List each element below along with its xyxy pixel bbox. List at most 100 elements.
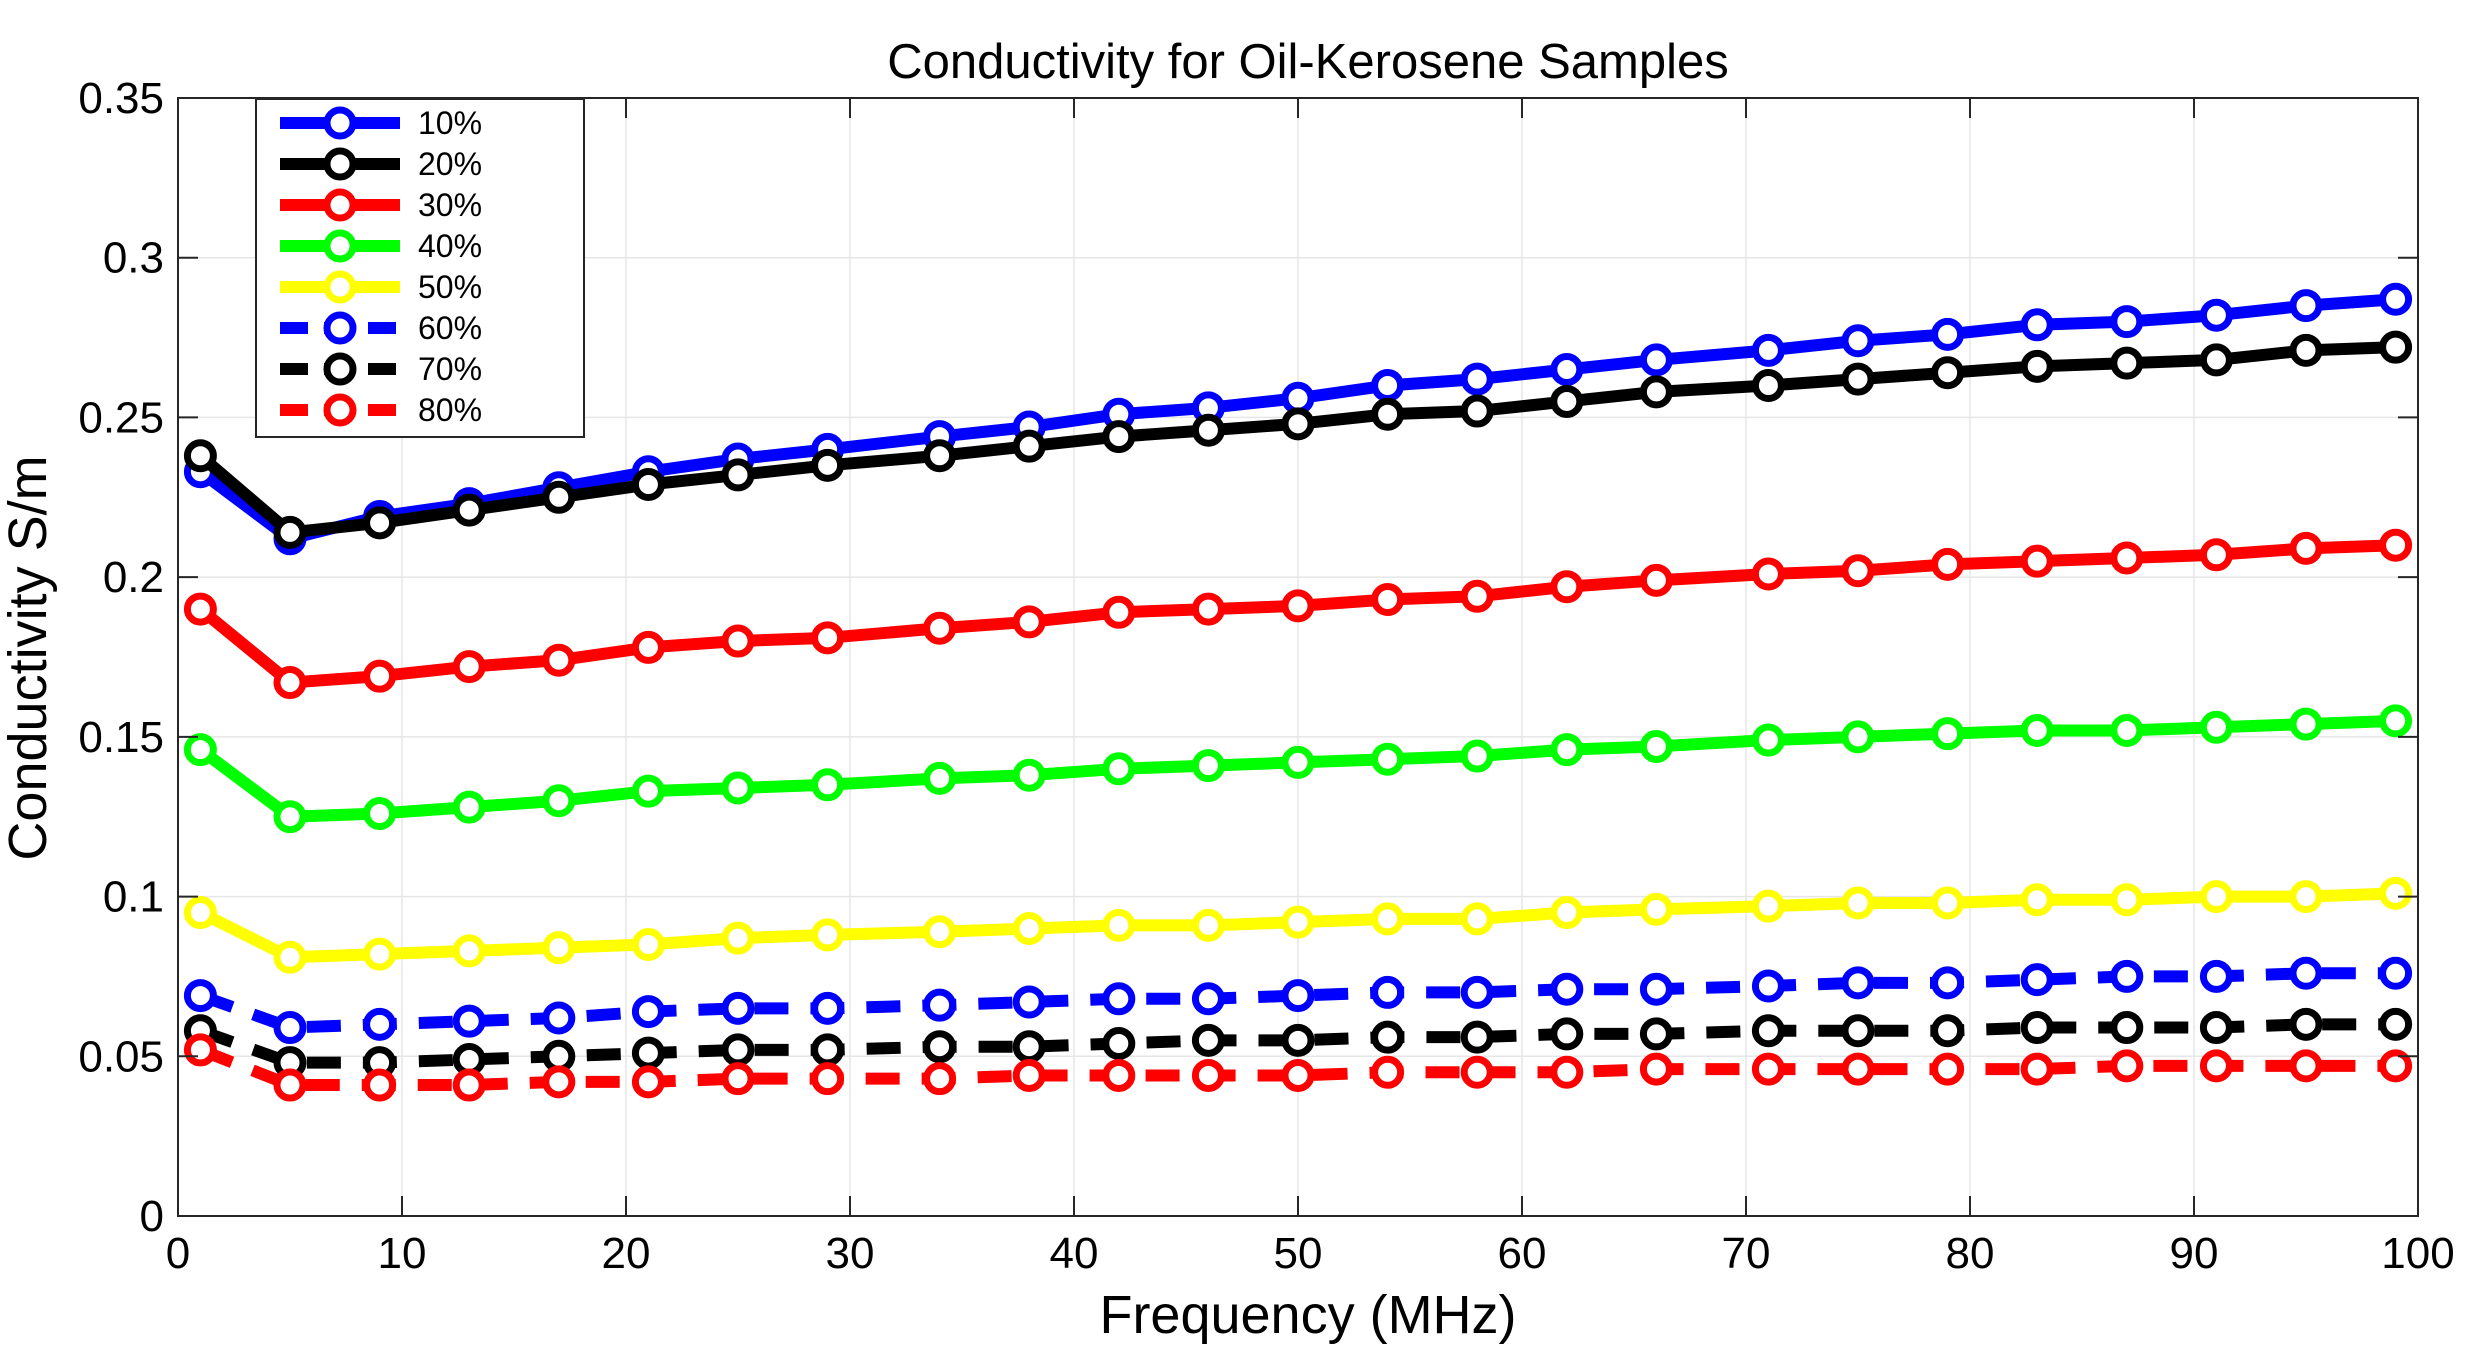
data-point [721, 624, 755, 658]
data-point [542, 643, 576, 677]
series-layer [183, 282, 2413, 1102]
data-point [2379, 704, 2413, 738]
data-point [273, 1068, 307, 1102]
x-tick-label: 0 [166, 1229, 190, 1278]
data-point [1102, 1027, 1136, 1061]
y-tick-label: 0.3 [103, 234, 164, 283]
data-point [721, 921, 755, 955]
data-point [542, 1001, 576, 1035]
data-point [1639, 729, 1673, 763]
data-point [2379, 528, 2413, 562]
legend-label: 10% [418, 105, 482, 141]
data-point [1012, 758, 1046, 792]
x-tick-label: 70 [1722, 1229, 1771, 1278]
chart-title: Conductivity for Oil-Kerosene Samples [887, 35, 1729, 89]
data-point [1931, 966, 1965, 1000]
data-point [2110, 541, 2144, 575]
y-tick-label: 0.1 [103, 873, 164, 922]
data-point [1012, 605, 1046, 639]
legend-marker [323, 188, 357, 222]
legend-label: 70% [418, 351, 482, 387]
legend-label: 50% [418, 269, 482, 305]
data-point [1841, 720, 1875, 754]
data-point [2020, 544, 2054, 578]
x-tick-label: 30 [826, 1229, 875, 1278]
data-point [721, 771, 755, 805]
data-point [1931, 717, 1965, 751]
data-point [2110, 883, 2144, 917]
data-point [2199, 880, 2233, 914]
data-point [721, 1033, 755, 1067]
data-point [1550, 896, 1584, 930]
data-point [923, 1062, 957, 1096]
data-point [1371, 742, 1405, 776]
data-point [2289, 707, 2323, 741]
y-tick-label: 0.2 [103, 553, 164, 602]
data-point [1751, 969, 1785, 1003]
y-tick-label: 0.35 [78, 74, 164, 123]
data-point [1102, 752, 1136, 786]
legend-label: 30% [418, 187, 482, 223]
data-point [1550, 384, 1584, 418]
legend-marker [323, 147, 357, 181]
x-tick-label: 60 [1498, 1229, 1547, 1278]
x-axis-ticks: 0 10 20 30 40 50 60 70 80 90 100 [166, 98, 2455, 1278]
data-point [923, 915, 957, 949]
data-point [273, 515, 307, 549]
data-point [363, 506, 397, 540]
y-axis-ticks: 0 0.05 0.1 0.15 0.2 0.25 0.3 0.35 [78, 74, 2418, 1241]
data-point [1751, 333, 1785, 367]
data-point [1191, 1058, 1225, 1092]
data-point [631, 995, 665, 1029]
legend-label: 40% [418, 228, 482, 264]
data-point [452, 934, 486, 968]
data-point [1191, 1023, 1225, 1057]
data-point [2020, 883, 2054, 917]
data-point [363, 797, 397, 831]
data-point [2379, 1007, 2413, 1041]
data-point [1460, 362, 1494, 396]
series-40-percent [183, 704, 2413, 834]
data-point [1550, 1017, 1584, 1051]
data-point [2379, 956, 2413, 990]
data-point [721, 1062, 755, 1096]
data-point [1460, 902, 1494, 936]
y-tick-label: 0.15 [78, 713, 164, 762]
x-tick-label: 90 [2170, 1229, 2219, 1278]
legend-marker [323, 106, 357, 140]
legend-item: 80% [280, 392, 482, 428]
data-point [923, 439, 957, 473]
data-point [631, 1036, 665, 1070]
data-point [1751, 557, 1785, 591]
legend: 10% 20% 30% 40% 50% 60% 70% 80% [255, 98, 585, 438]
data-point [273, 940, 307, 974]
data-point [631, 927, 665, 961]
y-tick-label: 0.05 [78, 1032, 164, 1081]
data-point [2110, 713, 2144, 747]
legend-item: 50% [280, 269, 482, 305]
data-point [2020, 349, 2054, 383]
data-point [2379, 330, 2413, 364]
data-point [452, 493, 486, 527]
data-point [1751, 1014, 1785, 1048]
data-point [542, 1065, 576, 1099]
data-point [1841, 886, 1875, 920]
data-point [1460, 394, 1494, 428]
x-tick-label: 80 [1946, 1229, 1995, 1278]
data-point [2199, 298, 2233, 332]
data-point [1281, 745, 1315, 779]
data-point [1639, 1052, 1673, 1086]
data-point [1931, 886, 1965, 920]
data-point [1191, 592, 1225, 626]
data-point [1841, 362, 1875, 396]
legend-marker [323, 229, 357, 263]
data-point [2289, 880, 2323, 914]
data-point [363, 659, 397, 693]
data-point [1012, 429, 1046, 463]
data-point [2110, 959, 2144, 993]
legend-label: 60% [418, 310, 482, 346]
series-80-percent [183, 1033, 2413, 1102]
data-point [1012, 985, 1046, 1019]
data-point [1751, 368, 1785, 402]
data-point [811, 1062, 845, 1096]
